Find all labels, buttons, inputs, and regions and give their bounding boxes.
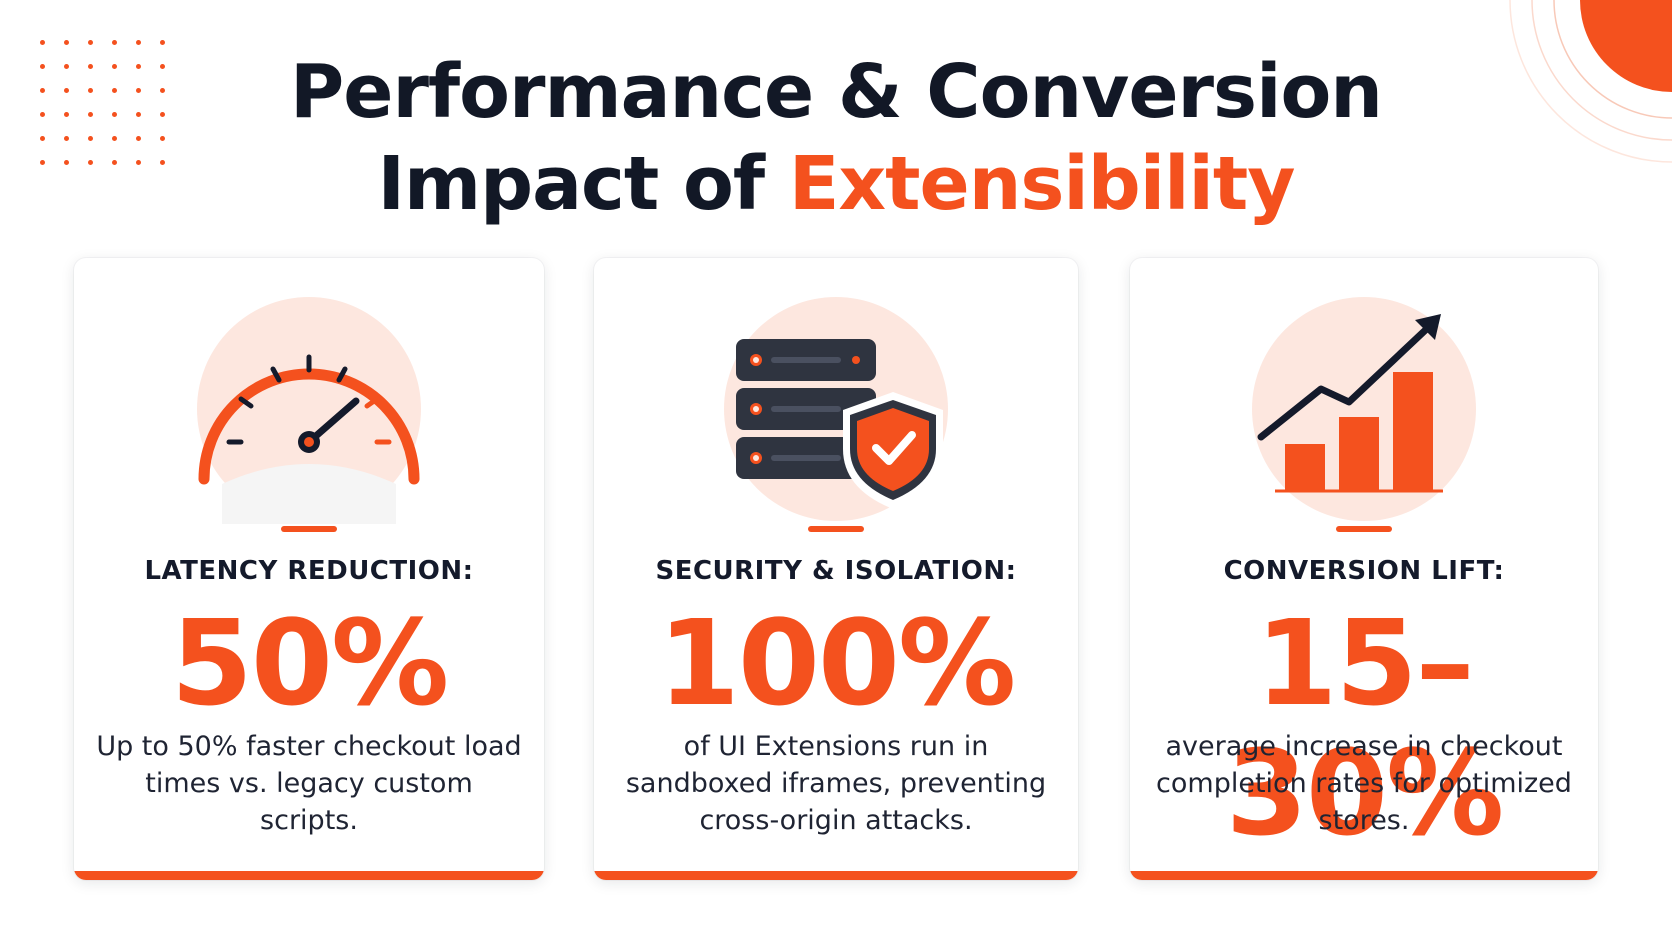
- card-accent-bar: [1130, 871, 1598, 880]
- card-description: of UI Extensions run in sandboxed iframe…: [625, 731, 1047, 836]
- card-description: average increase in checkout completion …: [1156, 731, 1572, 836]
- stat-card-security: SECURITY & ISOLATION: 100% of UI Extensi…: [594, 258, 1078, 880]
- title-line-2-accent: Extensibility: [788, 141, 1296, 227]
- card-divider: [1336, 526, 1392, 532]
- stat-card-latency: LATENCY REDUCTION: 50% Up to 50% faster …: [74, 258, 544, 880]
- page-title: Performance & Conversion Impact of Exten…: [0, 46, 1672, 230]
- growth-chart-icon: [1239, 284, 1489, 534]
- title-line-2-prefix: Impact of: [377, 141, 789, 227]
- card-description: Up to 50% faster checkout load times vs.…: [96, 731, 522, 836]
- card-accent-bar: [74, 871, 544, 880]
- card-stat: 100%: [657, 594, 1017, 732]
- card-divider: [281, 526, 337, 532]
- stat-card-conversion: CONVERSION LIFT: 15–30% average increase…: [1130, 258, 1598, 880]
- decorative-corner-circles: [1509, 0, 1672, 163]
- server-shield-icon: [711, 284, 961, 534]
- card-label: LATENCY REDUCTION:: [144, 556, 474, 586]
- title-line-1: Performance & Conversion: [290, 49, 1383, 135]
- speedometer-icon: [184, 284, 434, 534]
- card-accent-bar: [594, 871, 1078, 880]
- card-label: SECURITY & ISOLATION:: [655, 556, 1017, 586]
- card-stat: 15–30%: [1225, 594, 1504, 862]
- card-label: CONVERSION LIFT:: [1223, 556, 1505, 586]
- decorative-dot-grid: [40, 40, 184, 184]
- card-divider: [808, 526, 864, 532]
- card-stat: 50%: [170, 594, 449, 732]
